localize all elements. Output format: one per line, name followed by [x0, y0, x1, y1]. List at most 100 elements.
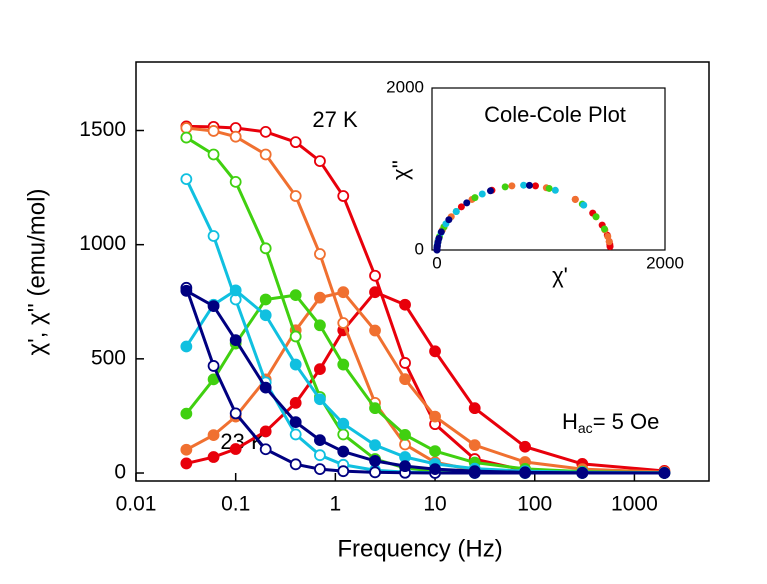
inset-point [445, 216, 453, 224]
inset-point [508, 182, 516, 190]
inset-frame [431, 87, 666, 251]
data-point [576, 466, 589, 479]
data-point [429, 445, 441, 457]
data-point [399, 428, 411, 441]
inset-y-tick-label: 0 [415, 239, 424, 258]
inset-point [551, 186, 559, 194]
inset-point [478, 190, 486, 198]
y-tick-label: 1500 [79, 118, 126, 141]
data-point [337, 445, 350, 458]
data-point [314, 449, 326, 462]
data-point [369, 439, 381, 452]
data-point [180, 122, 193, 134]
fit-line [185, 289, 665, 475]
data-point [399, 357, 411, 369]
data-point [259, 148, 272, 161]
inset-x-tick-label: 2000 [646, 253, 684, 272]
inset-point [452, 208, 460, 216]
data-point [180, 173, 193, 186]
inset-point [604, 233, 612, 241]
inset-title: Cole-Cole Plot [484, 102, 626, 127]
annotation-part: ac [578, 420, 593, 436]
inset-point [592, 213, 600, 221]
data-point [289, 136, 302, 149]
x-axis-label: Frequency (Hz) [337, 535, 502, 562]
y-tick-label: 500 [91, 346, 126, 369]
inset-point [545, 184, 553, 192]
data-point [337, 317, 350, 329]
data-point [259, 242, 272, 255]
data-point [289, 416, 302, 428]
data-point [468, 402, 481, 415]
plot-frame [135, 61, 710, 482]
data-point [337, 286, 350, 299]
data-point [259, 293, 272, 306]
data-point [519, 440, 531, 453]
data-point [369, 324, 381, 337]
inset-point [571, 195, 579, 203]
inset-point [580, 201, 588, 209]
data-point [289, 397, 302, 409]
data-point [658, 467, 671, 479]
y-axis-label: χ', χ'' (emu/mol) [23, 189, 50, 356]
data-point [314, 319, 326, 332]
data-point [314, 155, 326, 167]
inset-point [520, 181, 528, 189]
data-point [207, 300, 220, 312]
data-point [207, 148, 220, 161]
data-point [337, 465, 350, 478]
data-point [259, 443, 272, 456]
inset-point [525, 181, 533, 189]
data-point [314, 434, 326, 447]
data-point [289, 289, 302, 302]
data-point [259, 425, 272, 438]
data-point [180, 457, 193, 470]
inset-point [486, 187, 494, 195]
data-point [180, 131, 193, 144]
data-point [429, 345, 441, 358]
inset-point [471, 194, 479, 202]
annotation-part: = 5 Oe [593, 409, 660, 434]
data-point [259, 381, 272, 394]
y-tick-label: 0 [114, 461, 126, 484]
data-point [229, 407, 242, 420]
data-point [468, 465, 481, 478]
data-point [314, 291, 326, 304]
data-point [289, 428, 302, 441]
data-point [399, 373, 411, 386]
data-point [207, 125, 220, 137]
inset-y-label: χ'' [388, 160, 413, 180]
data-point [369, 466, 381, 479]
data-point [259, 309, 272, 322]
data-point [180, 407, 193, 420]
data-point [369, 455, 381, 467]
data-point [180, 340, 193, 353]
data-point [207, 429, 220, 442]
fit-line [185, 293, 665, 475]
inset-point [437, 228, 445, 236]
data-point [369, 286, 381, 299]
data-point [519, 466, 531, 479]
data-point [314, 393, 326, 406]
inset-point [433, 246, 441, 254]
data-point [337, 358, 350, 371]
data-point [229, 443, 242, 455]
x-tick-label: 1 [330, 493, 342, 516]
data-point [289, 190, 302, 202]
data-point [314, 363, 326, 376]
inset-point [463, 199, 471, 207]
data-point [314, 248, 326, 260]
data-point [229, 334, 242, 347]
data-point [399, 460, 411, 473]
data-point [229, 130, 242, 143]
data-point [229, 175, 242, 188]
data-point [289, 458, 302, 471]
data-point [468, 439, 481, 452]
data-point [399, 298, 411, 311]
annotation-part: H [562, 409, 578, 434]
data-point [369, 402, 381, 415]
y-tick-label: 1000 [79, 232, 126, 255]
inset-y-tick-label: 2000 [386, 77, 424, 96]
data-point [289, 358, 302, 371]
